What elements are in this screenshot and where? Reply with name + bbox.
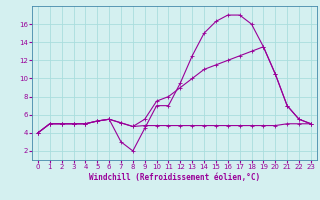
X-axis label: Windchill (Refroidissement éolien,°C): Windchill (Refroidissement éolien,°C) <box>89 173 260 182</box>
